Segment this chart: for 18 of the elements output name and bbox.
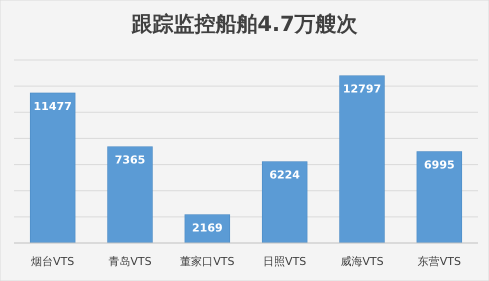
x-tick-label: 青岛VTS: [108, 255, 152, 268]
bar: [339, 75, 385, 244]
data-label: 7365: [114, 154, 146, 167]
x-tick-label: 日照VTS: [263, 255, 306, 268]
bar: [30, 92, 76, 244]
x-tick-label: 烟台VTS: [31, 255, 74, 268]
data-label: 11477: [34, 100, 72, 113]
bar: [107, 146, 153, 244]
x-tick-label: 东营VTS: [418, 255, 461, 268]
bar: [416, 151, 462, 244]
x-tick-label: 董家口VTS: [180, 255, 234, 268]
data-label: 12797: [342, 82, 382, 96]
x-tick-label: 威海VTS: [340, 255, 384, 268]
data-label: 2169: [192, 222, 223, 235]
data-label: 6995: [424, 158, 455, 172]
data-label: 6224: [269, 168, 300, 182]
chart-title: 跟踪监控船舶4.7万艘次: [130, 12, 359, 36]
bar: [262, 161, 308, 244]
